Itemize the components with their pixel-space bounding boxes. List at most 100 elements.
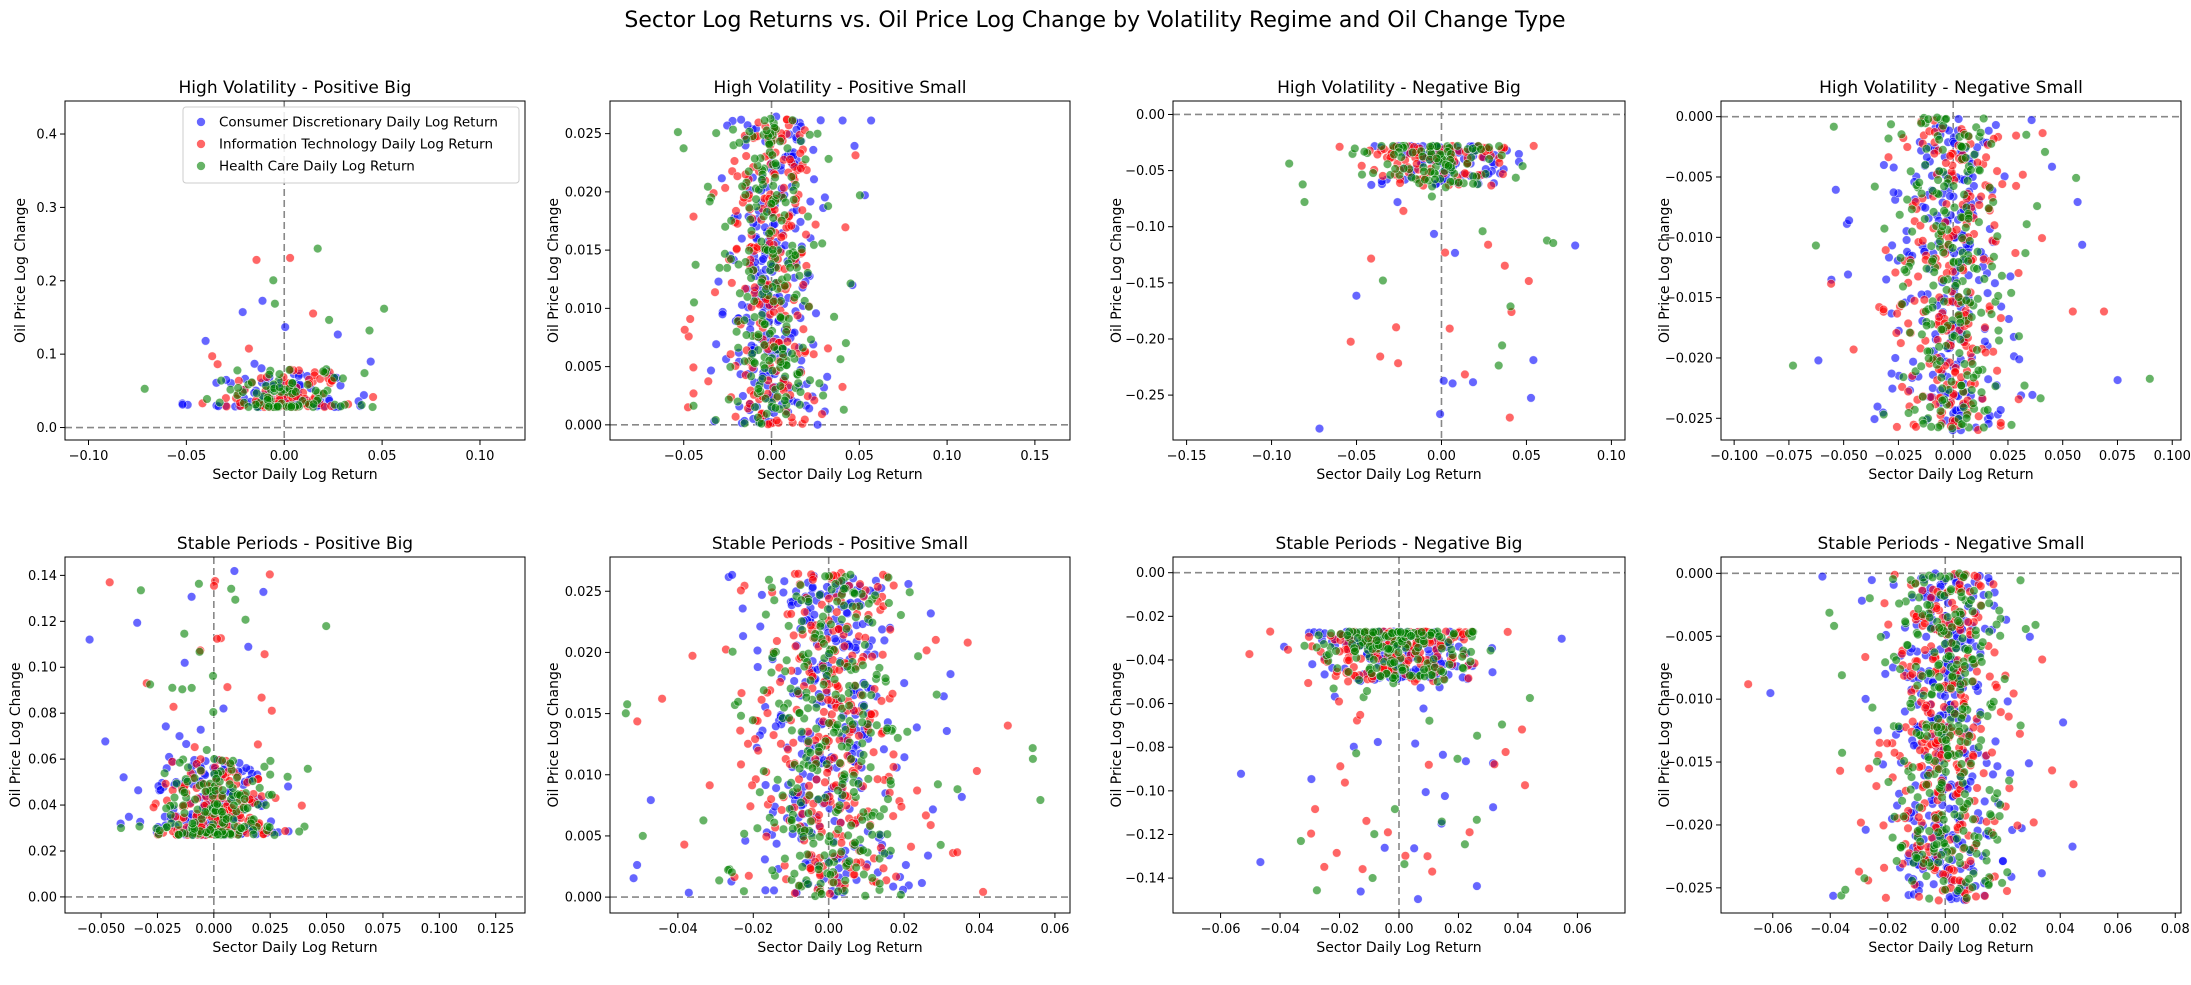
data-point	[1525, 693, 1535, 703]
data-point	[1924, 893, 1934, 904]
data-point	[818, 390, 828, 401]
data-point	[1856, 817, 1866, 828]
data-point	[179, 787, 190, 798]
data-point	[1982, 405, 1993, 415]
data-point	[1882, 738, 1892, 748]
data-point	[1955, 679, 1965, 689]
data-point	[825, 889, 835, 899]
data-point	[1390, 164, 1400, 174]
data-point	[309, 399, 319, 409]
data-point	[621, 708, 631, 718]
data-point	[1962, 799, 1972, 809]
data-point	[839, 769, 850, 780]
data-point	[1343, 667, 1354, 677]
data-point	[217, 755, 227, 766]
data-point	[884, 598, 894, 608]
data-point	[796, 163, 806, 174]
data-point	[714, 875, 724, 886]
data-point	[806, 816, 816, 826]
data-point	[1955, 318, 1965, 328]
data-point	[1359, 147, 1369, 157]
data-point	[760, 363, 770, 373]
data-point	[734, 138, 744, 148]
data-point	[190, 794, 200, 805]
data-point	[1969, 150, 1979, 160]
subplot-3: −0.15 −0.10 −0.05 0.00 0.05 0.100.00−0.05−0.1…	[1109, 78, 1626, 483]
data-point	[870, 590, 880, 601]
data-point	[823, 695, 833, 705]
data-point	[1947, 423, 1957, 433]
data-point	[1976, 581, 1986, 591]
data-point	[777, 805, 787, 815]
data-point	[1901, 235, 1912, 245]
subplot-title: Stable Periods - Positive Big	[177, 534, 413, 554]
data-point	[256, 363, 267, 373]
data-point	[1909, 740, 1919, 751]
data-point	[1860, 652, 1870, 662]
data-point	[1447, 378, 1458, 389]
data-point	[1906, 772, 1917, 782]
data-point	[1993, 325, 2004, 336]
data-point	[685, 314, 695, 324]
x-tick-label: −0.10	[1252, 449, 1292, 464]
data-point	[1867, 702, 1877, 713]
x-tick-label: 0.000	[1935, 449, 1972, 464]
data-point	[1434, 631, 1444, 641]
data-point	[1925, 612, 1935, 623]
data-point	[789, 195, 799, 205]
data-point	[1520, 780, 1530, 790]
data-point	[775, 381, 785, 391]
y-tick-label: 0.00	[28, 890, 57, 905]
data-point	[1918, 690, 1929, 701]
data-point	[833, 886, 843, 897]
data-point	[1476, 144, 1486, 154]
data-point	[830, 579, 841, 589]
data-point	[860, 679, 870, 690]
data-point	[725, 349, 736, 359]
data-point	[1824, 608, 1834, 618]
data-point	[896, 890, 906, 900]
data-point	[218, 785, 228, 795]
data-point	[118, 772, 129, 782]
data-point	[786, 778, 796, 788]
data-point	[797, 616, 807, 626]
data-point	[1886, 119, 1896, 129]
data-point	[803, 736, 814, 746]
data-point	[804, 781, 814, 791]
data-point	[1914, 892, 1924, 902]
data-point	[1351, 748, 1361, 758]
data-point	[746, 371, 756, 381]
data-point	[1911, 662, 1921, 672]
y-tick-label: 0.1	[36, 348, 57, 363]
data-point	[1945, 191, 1955, 201]
data-point	[1326, 628, 1336, 638]
data-point	[688, 401, 699, 411]
data-point	[773, 775, 783, 785]
data-point	[809, 349, 819, 359]
data-point	[1427, 866, 1437, 877]
data-point	[833, 824, 843, 835]
scatter-points	[621, 568, 1045, 901]
data-point	[755, 621, 765, 632]
data-point	[1957, 419, 1967, 429]
data-point	[297, 800, 307, 811]
scatter-points	[1236, 626, 1567, 904]
data-point	[787, 115, 798, 125]
data-point	[739, 315, 750, 325]
data-point	[1957, 142, 1967, 152]
data-point	[1975, 710, 1985, 720]
data-point	[232, 772, 242, 783]
data-point	[879, 848, 890, 859]
data-point	[738, 391, 748, 401]
data-point	[1954, 796, 1965, 807]
data-point	[268, 275, 278, 285]
data-point	[261, 381, 271, 391]
data-point	[1363, 633, 1373, 644]
data-point	[336, 401, 346, 411]
data-point	[815, 590, 825, 600]
data-point	[1460, 839, 1470, 849]
data-point	[784, 713, 794, 723]
data-point	[270, 299, 280, 309]
data-point	[836, 847, 847, 857]
data-point	[857, 717, 867, 727]
